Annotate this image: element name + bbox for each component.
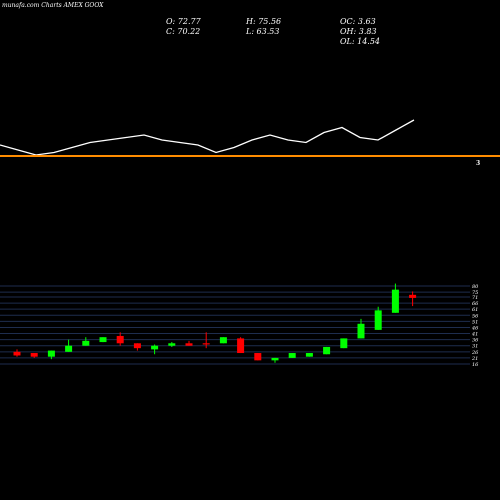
candle-body-down: [116, 335, 124, 344]
y-tick-label: 71: [472, 295, 478, 301]
candle-body-up: [65, 345, 73, 352]
candle-body-up: [168, 343, 176, 346]
candle-body-up: [151, 345, 159, 350]
candle-body-up: [305, 353, 313, 357]
y-tick-label: 66: [472, 301, 479, 307]
candle-body-down: [202, 343, 210, 345]
candle-body-up: [47, 350, 55, 357]
candle-body-down: [254, 353, 262, 361]
chart-title: Charts AMEX GOOX: [41, 2, 104, 9]
open-value: O: 72.77: [166, 17, 201, 26]
site-brand: munafa.com Charts AMEX GOOX: [2, 2, 103, 9]
y-tick-label: 31: [472, 344, 478, 350]
y-tick-label: 21: [471, 356, 478, 362]
y-tick-label: 80: [472, 284, 479, 290]
candle-body-down: [13, 351, 21, 356]
y-tick-label: 46: [471, 325, 479, 331]
candle-body-up: [374, 310, 382, 330]
y-tick-label: 26: [471, 350, 479, 356]
candle-body-down: [30, 353, 38, 357]
candle-body-up: [271, 357, 279, 361]
high-value: H: 75.56: [246, 17, 282, 26]
close-value: C: 70.22: [166, 27, 201, 36]
panel-marker: 3: [476, 160, 481, 167]
candle-body-down: [185, 343, 193, 346]
y-tick-label: 56: [472, 313, 479, 319]
y-tick-label: 41: [471, 332, 478, 338]
candle-body-up: [391, 289, 399, 313]
candle-body-down: [133, 343, 141, 349]
overlay-line: [0, 119, 415, 156]
ol-value: OL: 14.54: [340, 37, 381, 46]
low-value: L: 63.53: [246, 27, 280, 36]
price-grid: [0, 285, 470, 365]
y-tick-label: 36: [472, 338, 479, 344]
candle-body-up: [340, 338, 348, 349]
y-tick-label: 75: [472, 290, 478, 296]
candle-body-up: [288, 353, 296, 358]
candle-body-down: [237, 338, 245, 354]
candle-body-up: [99, 337, 107, 343]
y-tick-label: 61: [472, 307, 478, 313]
y-tick-label: 16: [472, 362, 479, 368]
brand-label: munafa.com: [2, 2, 40, 9]
candle-body-up: [357, 323, 365, 339]
oh-value: OH: 3.83: [340, 27, 377, 36]
candle-body-up: [82, 340, 90, 346]
y-tick-label: 51: [472, 319, 478, 325]
candle-body-up: [219, 337, 227, 344]
candle-body-down: [409, 294, 417, 298]
candles: [13, 283, 417, 363]
candle-body-up: [323, 346, 331, 355]
oc-value: OC: 3.63: [340, 17, 376, 26]
